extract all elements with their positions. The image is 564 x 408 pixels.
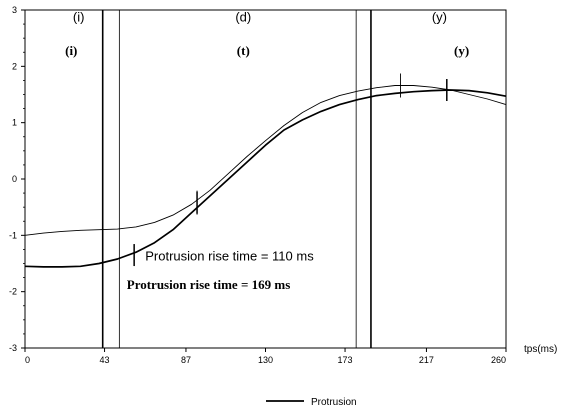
x-axis-unit-label: tps(ms) (524, 344, 557, 355)
y-tick-label: -1 (9, 230, 17, 240)
x-tick-label: 87 (181, 355, 191, 365)
x-tick-label: 0 (25, 355, 30, 365)
phase-label: (i) (73, 9, 85, 24)
series-lines (24, 85, 507, 268)
y-tick-label: 0 (12, 174, 17, 184)
legend: Protrusion (266, 397, 357, 408)
phase-label: (y) (432, 9, 447, 24)
x-tick-label: 217 (419, 355, 434, 365)
phase-label: (y) (454, 43, 469, 58)
y-tick-label: 1 (12, 118, 17, 128)
y-tick-label: -2 (9, 287, 17, 297)
phase-label: (i) (65, 43, 77, 58)
x-tick-label: 260 (491, 355, 506, 365)
x-tick-label: 130 (258, 355, 273, 365)
series-markers (133, 73, 448, 267)
series-line-thin (24, 85, 507, 236)
x-tick-label: 43 (100, 355, 110, 365)
y-tick-label: 2 (12, 61, 17, 71)
series-line-protrusion (24, 89, 507, 268)
y-tick-label: 3 (12, 5, 17, 15)
phase-label: (t) (237, 43, 250, 58)
y-tick-label: -3 (9, 343, 17, 353)
legend-label-protrusion: Protrusion (311, 397, 357, 408)
phase-labels: (i) (d) (y) (i) (t) (y) (65, 9, 469, 58)
x-tick-label: 173 (338, 355, 353, 365)
plot-frame (24, 9, 507, 349)
phase-boundaries (101, 10, 372, 348)
axis-ticks: -3 -2 -1 0 1 2 3 0 43 87 130 173 217 260 (9, 5, 507, 365)
rise-time-annotation: Protrusion rise time = 110 ms (145, 249, 314, 264)
annotations: Protrusion rise time = 110 ms Protrusion … (127, 249, 314, 292)
rise-time-annotation: Protrusion rise time = 169 ms (127, 277, 291, 292)
phase-label: (d) (235, 9, 251, 24)
